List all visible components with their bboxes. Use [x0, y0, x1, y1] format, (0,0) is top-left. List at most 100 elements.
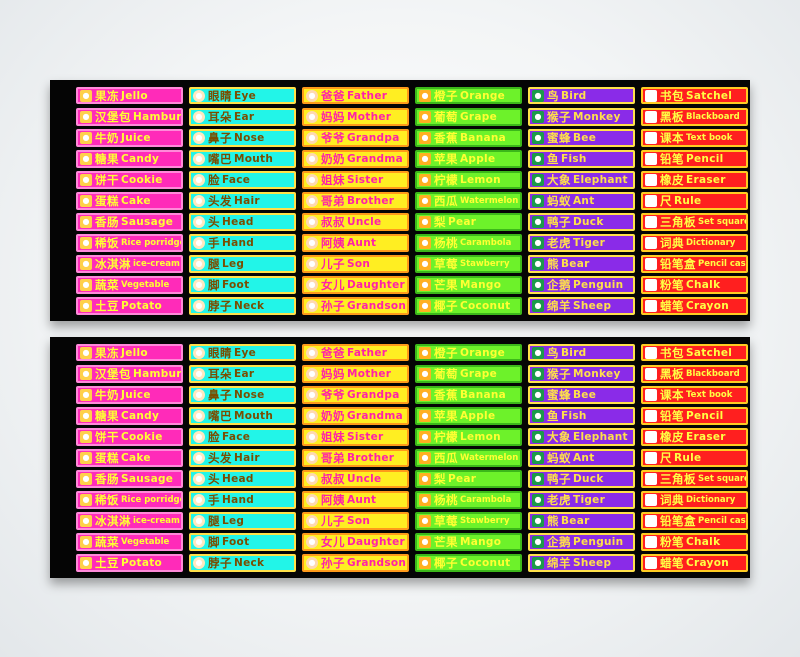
chinese-word: 鼻子 [208, 130, 232, 145]
chinese-word: 橙子 [434, 345, 458, 360]
chinese-word: 草莓 [434, 257, 458, 272]
set-square-icon: ● [645, 216, 657, 228]
chinese-word: 鱼 [547, 408, 559, 423]
pear-icon: ● [419, 473, 431, 485]
english-word: Eye [234, 89, 257, 102]
chinese-word: 糖果 [95, 408, 119, 423]
english-word: Pear [448, 473, 477, 485]
word-label-candy: ● 糖果 Candy [76, 407, 183, 425]
chinese-word: 鸟 [547, 88, 559, 103]
english-word: Sister [347, 430, 384, 443]
english-word: Text book [686, 389, 733, 400]
apple-icon: ● [419, 409, 431, 422]
english-word: Potato [121, 300, 163, 313]
word-label-eraser: ● 橡皮 Eraser [641, 428, 748, 446]
chinese-word: 蛋糕 [95, 450, 119, 465]
mouth-icon: ● [193, 152, 205, 165]
english-word: Rule [674, 451, 702, 464]
chinese-word: 孙子 [321, 556, 345, 571]
chinese-word: 企鹅 [547, 278, 571, 293]
word-label-grandpa: ● 爷爷 Grandpa [302, 129, 409, 147]
english-word: Eye [234, 346, 257, 359]
milk-icon: ● [80, 131, 92, 144]
chinese-word: 香蕉 [434, 130, 458, 145]
foot-icon: ● [193, 536, 205, 549]
word-label-pencil-case: ● 铅笔盒 Pencil case [641, 512, 748, 530]
word-label-mouth: ● 嘴巴 Mouth [189, 407, 296, 425]
word-label-head: ● 头 Head [189, 213, 296, 231]
word-label-pear: ● 梨 Pear [415, 470, 522, 488]
word-label-sister: ● 姐妹 Sister [302, 428, 409, 446]
leg-icon: ● [193, 258, 205, 271]
chinese-word: 稀饭 [95, 493, 119, 508]
hand-icon: ● [193, 237, 205, 250]
column-animal: ● 鸟 Bird ● 猴子 Monkey ● 蜜蜂 Bee ● 鱼 Fish ● 大象 Elephant ● 蚂… [528, 344, 635, 572]
word-label-potato: ● 土豆 Potato [76, 297, 183, 315]
english-word: Hand [222, 494, 255, 507]
lemon-icon: ● [419, 430, 431, 443]
word-label-hamburg: ●汉堡包Hamburg [76, 365, 183, 383]
pencil-case-icon: ● [645, 258, 657, 271]
chinese-word: 果冻 [95, 88, 119, 103]
ruler-icon: ● [645, 194, 657, 207]
duck-icon: ● [532, 473, 544, 485]
bear-icon: ● [532, 258, 544, 271]
word-label-bear: ● 熊 Bear [528, 512, 635, 530]
word-label-cookie: ● 饼干 Cookie [76, 171, 183, 189]
word-label-text-book: ● 课本 Text book [641, 129, 748, 147]
english-word: Apple [460, 409, 496, 422]
english-word: Blackboard [686, 368, 740, 379]
chinese-word: 头发 [208, 450, 232, 465]
column-food: ●果冻Jello●汉堡包Hamburg●牛奶Juice●糖果Candy●饼干Co… [76, 87, 183, 315]
word-label-dictionary: ● 词典 Dictionary [641, 234, 748, 252]
hair-icon: ● [193, 451, 205, 464]
word-label-elephant: ● 大象 Elephant [528, 171, 635, 189]
english-word: Text book [686, 132, 733, 143]
column-family: ● 爸爸 Father ● 妈妈 Mother ● 爷爷 Grandpa ● 奶奶 Grandma ● 姐… [302, 344, 409, 572]
leg-icon: ● [193, 515, 205, 528]
chinese-word: 果冻 [95, 345, 119, 360]
bear-icon: ● [532, 515, 544, 528]
strawberry-icon: ● [419, 515, 431, 528]
chinese-word: 叔叔 [321, 472, 345, 487]
english-word: Grandma [347, 152, 403, 165]
chinese-word: 牛奶 [95, 387, 119, 402]
english-word: Bear [561, 258, 590, 271]
chinese-word: 词典 [660, 493, 684, 508]
column-body: ● 眼睛 Eye ● 耳朵 Ear ● 鼻子 Nose ● 嘴巴 Mouth ● 脸 Face ● 头发 Hair… [189, 87, 296, 315]
chinese-word: 猴子 [547, 366, 571, 381]
bird-icon: ● [532, 89, 544, 102]
english-word: Sheep [573, 300, 612, 313]
chinese-word: 熊 [547, 257, 559, 272]
chinese-word: 饼干 [95, 429, 119, 444]
elephant-icon: ● [532, 430, 544, 443]
english-word: Bird [561, 89, 587, 102]
english-word: Vegetable [121, 537, 170, 548]
chinese-word: 脖子 [208, 556, 232, 571]
pear-icon: ● [419, 216, 431, 228]
english-word: Rule [674, 194, 702, 207]
monkey-icon: ● [532, 110, 544, 123]
word-label-juice: ● 牛奶 Juice [76, 129, 183, 147]
english-word: Crayon [686, 557, 729, 570]
carambola-icon: ● [419, 494, 431, 507]
english-word: Bear [561, 515, 590, 528]
chinese-word: 梨 [434, 215, 446, 230]
english-word: Leg [222, 515, 245, 528]
eye-icon: ● [193, 346, 205, 359]
english-word: Cookie [121, 430, 163, 443]
chinese-word: 铅笔 [660, 408, 684, 423]
chinese-word: 三角板 [660, 472, 696, 487]
word-label-neck: ● 脖子 Neck [189, 297, 296, 315]
ant-icon: ● [532, 451, 544, 464]
word-label-watermelon: ● 西瓜 Watermelon [415, 192, 522, 210]
word-label-ear: ● 耳朵 Ear [189, 365, 296, 383]
word-label-dictionary: ● 词典 Dictionary [641, 491, 748, 509]
english-word: Pencil [686, 152, 724, 165]
word-label-sausage: ● 香肠 Sausage [76, 213, 183, 231]
chinese-word: 绵羊 [547, 556, 571, 571]
word-label-coconut: ● 椰子 Coconut [415, 554, 522, 572]
english-word: Uncle [347, 473, 382, 485]
chinese-word: 蛋糕 [95, 193, 119, 208]
dictionary-icon: ● [645, 494, 657, 507]
